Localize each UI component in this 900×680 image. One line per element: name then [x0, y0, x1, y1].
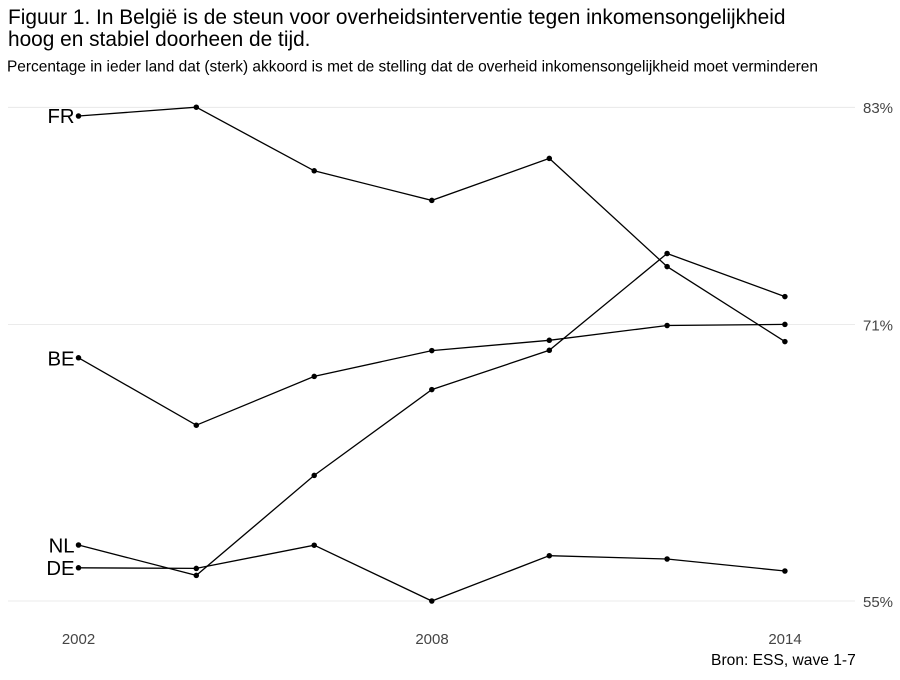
svg-text:2008: 2008: [415, 631, 448, 648]
svg-text:hoog en stabiel doorheen de ti: hoog en stabiel doorheen de tijd.: [8, 28, 310, 51]
svg-text:NL: NL: [49, 535, 75, 557]
svg-text:2002: 2002: [62, 631, 95, 648]
svg-text:Percentage in ieder land dat (: Percentage in ieder land dat (sterk) akk…: [7, 59, 818, 76]
svg-text:DE: DE: [46, 558, 74, 580]
svg-text:2014: 2014: [768, 631, 801, 648]
svg-text:Figuur 1. In België is de steu: Figuur 1. In België is de steun voor ove…: [8, 6, 785, 29]
svg-text:55%: 55%: [863, 594, 893, 611]
svg-text:83%: 83%: [863, 100, 893, 117]
svg-text:Bron: ESS, wave 1-7: Bron: ESS, wave 1-7: [711, 652, 856, 669]
svg-text:BE: BE: [47, 348, 74, 370]
svg-text:FR: FR: [47, 106, 74, 128]
svg-text:71%: 71%: [863, 317, 893, 334]
